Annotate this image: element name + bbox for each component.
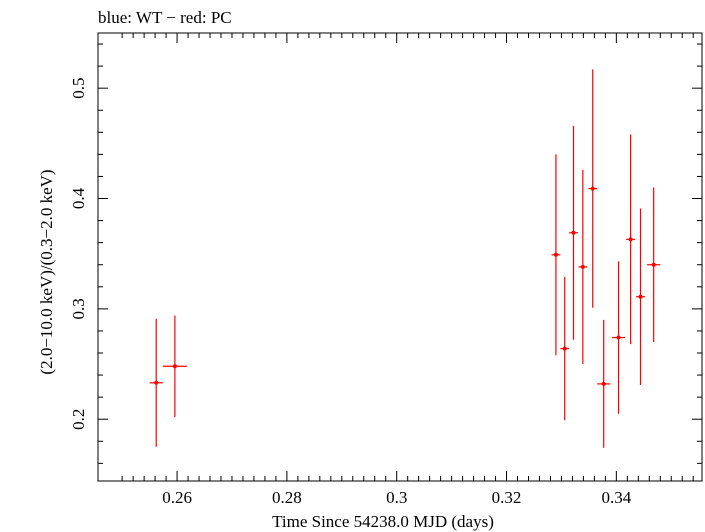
series-layer xyxy=(149,69,661,448)
data-point xyxy=(149,318,163,447)
y-axis-ticks xyxy=(98,43,702,464)
x-tick-label: 0.3 xyxy=(386,488,407,507)
data-point xyxy=(611,261,626,414)
y-tick-label: 0.5 xyxy=(69,78,88,99)
data-point xyxy=(588,69,598,308)
data-point xyxy=(647,187,661,342)
y-axis-tick-labels: 0.2 0.3 0.4 0.5 xyxy=(69,78,88,430)
y-tick-label: 0.2 xyxy=(69,409,88,430)
data-point xyxy=(569,125,578,340)
point-marker xyxy=(601,381,606,386)
x-tick-label: 0.26 xyxy=(162,488,192,507)
chart-title: blue: WT − red: PC xyxy=(98,8,232,27)
point-marker xyxy=(553,252,558,257)
x-axis-ticks xyxy=(121,33,694,481)
point-marker xyxy=(172,364,177,369)
series-pc xyxy=(149,69,661,448)
point-marker xyxy=(651,262,656,267)
point-marker xyxy=(638,294,643,299)
y-tick-label: 0.3 xyxy=(69,298,88,319)
x-tick-label: 0.28 xyxy=(272,488,302,507)
x-tick-label: 0.32 xyxy=(492,488,522,507)
point-marker xyxy=(616,335,621,340)
x-axis-tick-labels: 0.26 0.28 0.3 0.32 0.34 xyxy=(162,488,632,507)
data-point xyxy=(560,276,570,421)
point-marker xyxy=(562,346,567,351)
x-tick-label: 0.34 xyxy=(601,488,631,507)
y-axis-label: (2.0−10.0 keV)/(0.3−2.0 keV) xyxy=(37,169,56,374)
y-tick-label: 0.4 xyxy=(69,187,88,209)
point-marker xyxy=(590,186,595,191)
data-point xyxy=(597,319,611,448)
point-marker xyxy=(580,264,585,269)
data-point xyxy=(636,208,645,385)
data-point xyxy=(578,169,588,365)
data-point xyxy=(626,134,636,345)
point-marker xyxy=(628,237,633,242)
data-point xyxy=(551,154,561,356)
plot-frame xyxy=(97,32,703,482)
point-marker xyxy=(571,230,576,235)
point-marker xyxy=(154,380,159,385)
x-axis-label: Time Since 54238.0 MJD (days) xyxy=(272,512,494,531)
data-point xyxy=(162,315,187,417)
